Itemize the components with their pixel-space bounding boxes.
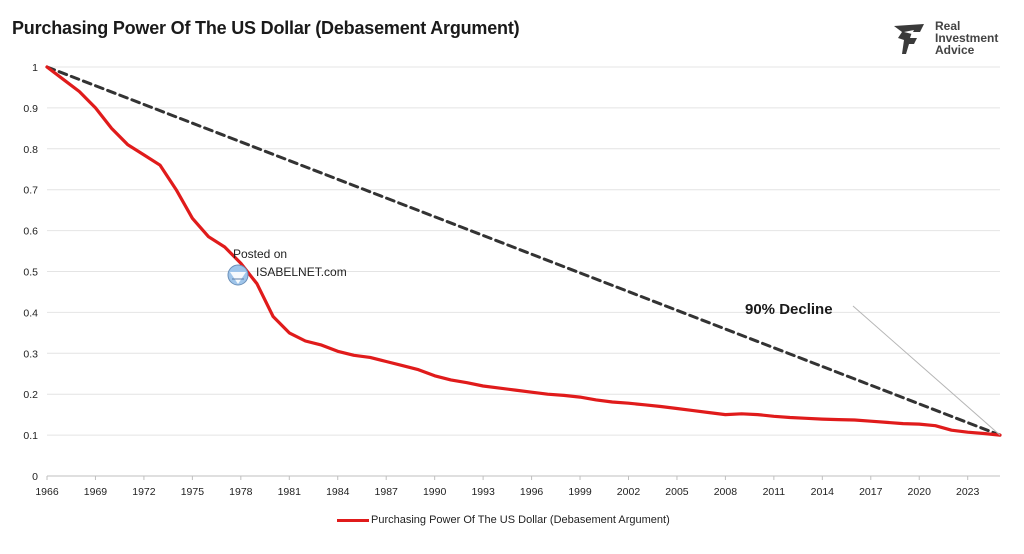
brand-line-3: Advice bbox=[935, 43, 975, 57]
x-tick-label: 1975 bbox=[181, 486, 205, 498]
trend-dashed-line bbox=[45, 65, 1002, 437]
legend-label: Purchasing Power Of The US Dollar (Debas… bbox=[371, 514, 670, 526]
y-tick-label: 0.8 bbox=[23, 144, 38, 156]
x-tick-label: 1996 bbox=[520, 486, 544, 498]
purchasing-power-line bbox=[45, 65, 1002, 437]
y-tick-label: 0.4 bbox=[23, 307, 38, 319]
series-layer bbox=[45, 65, 1002, 437]
x-tick-label: 2017 bbox=[859, 486, 883, 498]
x-tick-label: 1969 bbox=[84, 486, 108, 498]
y-tick-label: 0.7 bbox=[23, 185, 38, 197]
chart-title: Purchasing Power Of The US Dollar (Debas… bbox=[12, 18, 520, 38]
annotation-90-decline: 90% Decline bbox=[745, 301, 833, 318]
annotation-leader-line bbox=[852, 305, 1001, 436]
brand-name: Real Investment Advice bbox=[935, 20, 998, 56]
y-tick-label: 0.5 bbox=[23, 267, 38, 279]
globe-icon bbox=[227, 264, 249, 286]
y-tick-label: 0.2 bbox=[23, 389, 38, 401]
x-tick-label: 1966 bbox=[35, 486, 59, 498]
x-tick-label: 2020 bbox=[908, 486, 932, 498]
x-tick-label: 1993 bbox=[471, 486, 495, 498]
annotation-layer: 90% Decline bbox=[745, 301, 1001, 436]
watermark-line-1: Posted on bbox=[233, 247, 287, 261]
legend-swatch bbox=[337, 518, 369, 522]
y-axis-ticks: 0 0.1 0.2 0.3 0.4 0.5 0.6 0.7 0.8 0.9 1 bbox=[23, 62, 38, 483]
x-tick-label: 2005 bbox=[665, 486, 689, 498]
x-tick-label: 2008 bbox=[714, 486, 738, 498]
y-tick-label: 0.6 bbox=[23, 226, 38, 238]
x-tick-label: 1981 bbox=[278, 486, 302, 498]
brand-logo: Real Investment Advice bbox=[888, 18, 1018, 62]
watermark-line-2: ISABELNET.com bbox=[256, 265, 347, 279]
y-tick-label: 0.3 bbox=[23, 348, 38, 360]
x-axis-ticks: 1966 1969 1972 1975 1978 1981 1984 1987 1990 1993… bbox=[35, 476, 980, 498]
grid-layer bbox=[47, 66, 1000, 477]
x-tick-label: 2023 bbox=[956, 486, 980, 498]
eagle-icon bbox=[894, 24, 924, 54]
y-tick-label: 1 bbox=[32, 62, 38, 74]
x-tick-label: 1984 bbox=[326, 486, 350, 498]
isabelnet-watermark: Posted on ISABELNET.com bbox=[227, 247, 347, 286]
x-tick-label: 2014 bbox=[811, 486, 835, 498]
x-tick-label: 1987 bbox=[375, 486, 399, 498]
x-tick-label: 2011 bbox=[763, 486, 786, 498]
y-tick-label: 0 bbox=[32, 471, 38, 483]
brand-line-2: Investment bbox=[935, 31, 999, 45]
brand-line-1: Real bbox=[935, 19, 961, 33]
x-tick-label: 1990 bbox=[423, 486, 447, 498]
legend: Purchasing Power Of The US Dollar (Debas… bbox=[337, 514, 670, 526]
x-tick-label: 2002 bbox=[617, 486, 641, 498]
x-tick-label: 1978 bbox=[229, 486, 253, 498]
y-tick-label: 0.1 bbox=[23, 430, 38, 442]
x-tick-label: 1999 bbox=[568, 486, 592, 498]
y-tick-label: 0.9 bbox=[23, 103, 38, 115]
x-tick-label: 1972 bbox=[132, 486, 156, 498]
